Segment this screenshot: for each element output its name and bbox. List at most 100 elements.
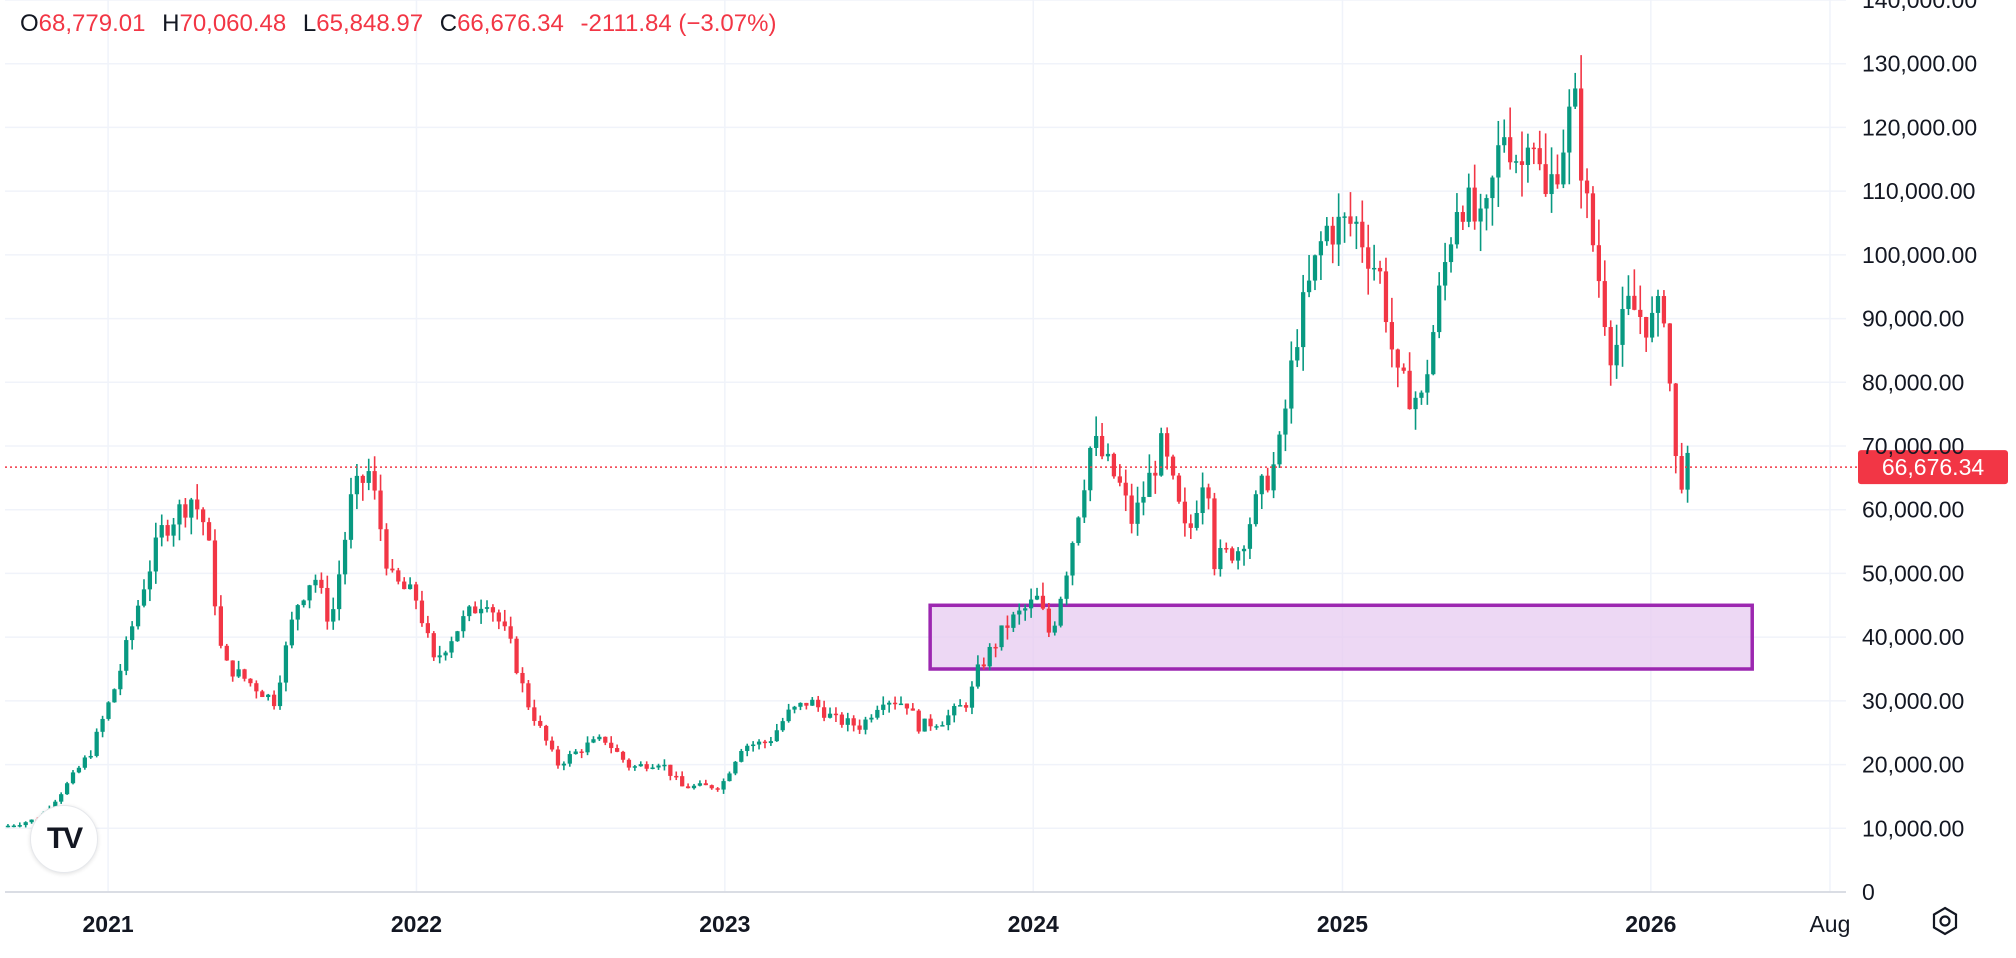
candle-body <box>863 719 868 730</box>
close-value: 66,676.34 <box>457 10 564 37</box>
candle-body <box>1218 547 1223 570</box>
candle-body <box>1176 475 1182 502</box>
chart-axes: 0 10,000.00 20,000.00 30,000.00 40,000.00 50,… <box>5 0 1977 937</box>
candle-body <box>999 625 1004 648</box>
candle-body <box>609 742 614 749</box>
candle-body <box>1348 216 1353 224</box>
candle-body <box>1170 456 1176 476</box>
candle-body <box>1129 495 1134 524</box>
candle-body <box>816 699 821 708</box>
candle-body <box>283 645 289 683</box>
candle-body <box>325 587 330 622</box>
candle-body <box>496 612 501 622</box>
candle-body <box>1484 198 1489 209</box>
candle-body <box>1342 216 1347 218</box>
tradingview-logo-icon[interactable]: TV <box>30 805 98 873</box>
candle-body <box>969 686 975 708</box>
y-tick-label: 60,000.00 <box>1862 497 1964 523</box>
x-tick-label: 2024 <box>1008 911 1059 937</box>
candle-body <box>952 706 957 716</box>
candle-body <box>946 715 951 726</box>
x-tick-label: 2023 <box>699 911 750 937</box>
candle-body <box>449 641 454 653</box>
candle-body <box>473 606 478 614</box>
candle-body <box>1360 221 1365 248</box>
candle-body <box>1052 625 1057 633</box>
candle-body <box>898 703 904 706</box>
candle-body <box>597 736 602 740</box>
candle-body <box>1638 309 1643 318</box>
candle-body <box>490 607 496 613</box>
high-label: H <box>162 10 180 37</box>
candle-body <box>532 707 537 721</box>
candle-body <box>1141 496 1146 503</box>
candle-body <box>727 773 732 782</box>
candle-body <box>1425 374 1430 393</box>
zone-layer <box>928 603 1754 671</box>
candle-body <box>342 539 348 575</box>
candle-body <box>934 726 939 728</box>
candle-body <box>780 721 785 731</box>
candle-body <box>881 704 886 710</box>
y-tick-label: 10,000.00 <box>1862 815 1964 841</box>
candle-body <box>224 645 229 661</box>
candle-body <box>821 707 827 718</box>
candle-body <box>1679 456 1684 490</box>
candle-body <box>1419 392 1424 398</box>
candle-body <box>1608 327 1613 366</box>
candle-body <box>1632 295 1637 310</box>
candle-body <box>1673 383 1678 457</box>
candle-body <box>1579 88 1584 181</box>
candle-body <box>1377 267 1383 272</box>
candle-body <box>1478 208 1483 222</box>
candle-body <box>277 682 283 707</box>
candle-body <box>1466 187 1471 222</box>
candle-body <box>892 702 898 705</box>
candle-body <box>1188 523 1193 528</box>
candle-body <box>869 717 874 720</box>
candle-body <box>561 763 567 766</box>
candle-body <box>910 708 915 711</box>
candle-body <box>745 745 750 752</box>
candle-body <box>1354 221 1359 224</box>
candle-body <box>1519 161 1525 165</box>
candle-body <box>792 706 797 710</box>
candle-body <box>674 775 679 778</box>
change-value: -2111.84 (−3.07%) <box>580 10 777 37</box>
candle-body <box>1295 347 1300 361</box>
candle-body <box>455 631 460 642</box>
x-tick-label: 2025 <box>1317 911 1368 937</box>
candle-body <box>810 699 815 706</box>
candle-body <box>59 794 64 802</box>
candle-body <box>396 570 401 582</box>
candle-body <box>11 825 17 828</box>
candle-body <box>857 725 862 730</box>
candle-body <box>242 669 247 679</box>
candle-body <box>685 786 691 789</box>
candle-body <box>212 540 218 607</box>
candles-layer <box>5 55 1690 828</box>
candle-body <box>478 608 484 614</box>
candle-body <box>124 640 129 671</box>
candle-body <box>484 607 490 609</box>
candle-body <box>697 783 703 786</box>
candle-body <box>1407 370 1412 410</box>
candle-body <box>833 713 839 716</box>
candle-body <box>1312 255 1318 281</box>
last-price-line-layer: 66,676.34 <box>5 450 2008 485</box>
candle-body <box>1573 88 1578 107</box>
candle-body <box>1212 498 1217 570</box>
candle-body <box>348 494 354 540</box>
candle-body <box>798 702 803 707</box>
candle-body <box>1105 453 1111 457</box>
candle-body <box>1366 247 1371 269</box>
candle-body <box>1088 447 1093 491</box>
candle-body <box>443 652 448 656</box>
candle-body <box>1230 548 1235 561</box>
y-tick-label: 30,000.00 <box>1862 688 1964 714</box>
candle-body <box>118 670 123 690</box>
settings-icon[interactable] <box>1930 906 1960 936</box>
candle-body <box>1537 148 1542 165</box>
candle-body <box>467 606 472 617</box>
